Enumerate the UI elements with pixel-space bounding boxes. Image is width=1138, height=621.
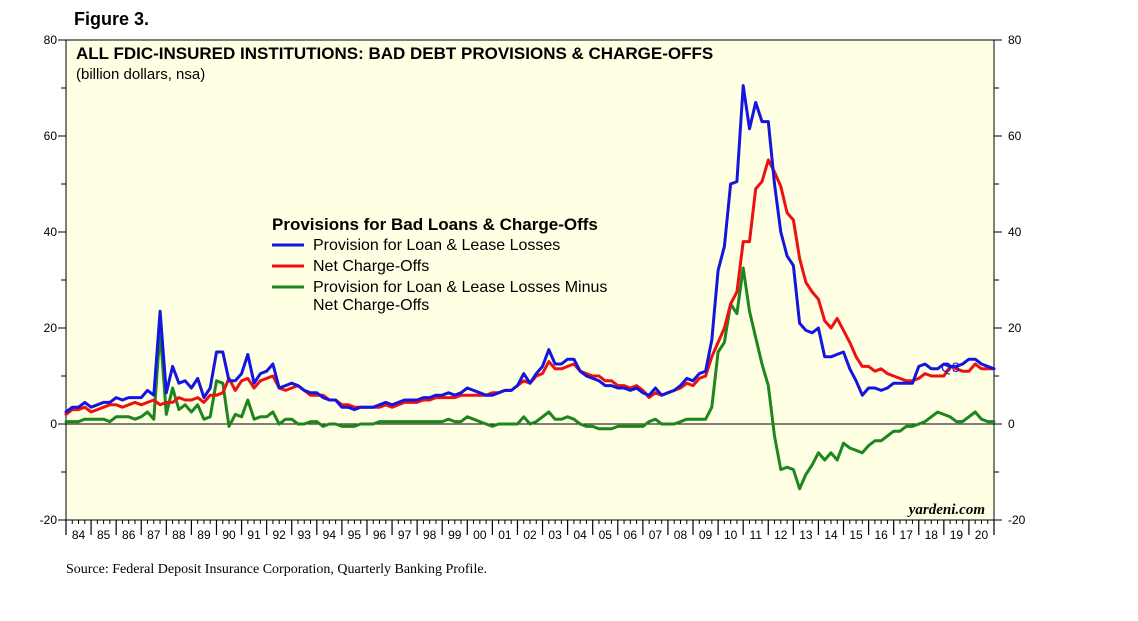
y-tick-label-left: 60 — [44, 129, 58, 143]
x-tick-label: 02 — [523, 528, 537, 542]
x-tick-label: 12 — [774, 528, 788, 542]
end-label-q3: Q3 — [941, 359, 960, 375]
x-axis: 84 85 86 87 88 89 90 91 92 93 94 95 96 97 98 99 00 01 02 03… — [65, 520, 995, 542]
y-tick-label-left: 80 — [44, 33, 58, 47]
x-tick-label: 19 — [950, 528, 964, 542]
x-tick-label: 14 — [824, 528, 838, 542]
x-tick-label: 84 — [72, 528, 86, 542]
x-tick-label: 85 — [97, 528, 111, 542]
y-tick-label-left: 0 — [50, 417, 57, 431]
series-line-difference — [64, 266, 996, 491]
x-tick-label: 99 — [448, 528, 462, 542]
source-note: Source: Federal Deposit Insurance Corpor… — [66, 562, 488, 577]
x-tick-label: 20 — [975, 528, 989, 542]
series-lines — [64, 84, 996, 491]
figure-label: Figure 3. — [74, 9, 150, 29]
x-tick-label: 98 — [423, 528, 437, 542]
legend-label-difference-line2: Net Charge-Offs — [313, 297, 429, 314]
y-tick-label-right: 40 — [1008, 225, 1022, 239]
y-tick-label-right: 80 — [1008, 33, 1022, 47]
y-tick-label-left: -20 — [40, 513, 58, 527]
x-tick-label: 03 — [548, 528, 562, 542]
x-tick-label: 10 — [724, 528, 738, 542]
x-tick-label: 95 — [348, 528, 362, 542]
x-tick-label: 87 — [147, 528, 161, 542]
y-tick-label-right: 0 — [1008, 417, 1015, 431]
x-tick-label: 01 — [498, 528, 512, 542]
x-tick-label: 94 — [323, 528, 337, 542]
x-tick-label: 11 — [749, 528, 762, 542]
series-line-provision — [64, 84, 996, 414]
x-tick-label: 88 — [172, 528, 186, 542]
y-tick-label-right: -20 — [1008, 513, 1026, 527]
x-tick-label: 90 — [222, 528, 236, 542]
x-tick-label: 09 — [699, 528, 713, 542]
legend-label-provision: Provision for Loan & Lease Losses — [313, 237, 560, 254]
x-tick-label: 96 — [373, 528, 387, 542]
chart-subtitle: (billion dollars, nsa) — [76, 66, 205, 83]
x-tick-label: 05 — [599, 528, 613, 542]
x-tick-label: 92 — [273, 528, 287, 542]
x-tick-label: 00 — [473, 528, 487, 542]
legend-label-difference: Provision for Loan & Lease Losses Minus … — [313, 279, 612, 314]
x-tick-label: 08 — [674, 528, 688, 542]
y-tick-label-left: 40 — [44, 225, 58, 239]
y-tick-label-right: 20 — [1008, 321, 1022, 335]
x-tick-label: 18 — [925, 528, 939, 542]
x-tick-label: 86 — [122, 528, 136, 542]
x-tick-label: 06 — [624, 528, 638, 542]
x-tick-label: 97 — [398, 528, 412, 542]
x-tick-label: 04 — [573, 528, 587, 542]
watermark: yardeni.com — [907, 502, 985, 518]
legend: Provisions for Bad Loans & Charge-Offs P… — [272, 215, 612, 314]
x-tick-label: 15 — [849, 528, 863, 542]
x-tick-label: 07 — [649, 528, 663, 542]
legend-label-difference-line1: Provision for Loan & Lease Losses Minus — [313, 279, 607, 296]
legend-title: Provisions for Bad Loans & Charge-Offs — [272, 215, 598, 234]
x-tick-label: 93 — [298, 528, 312, 542]
x-tick-label: 13 — [799, 528, 813, 542]
x-tick-label: 89 — [197, 528, 211, 542]
x-tick-label: 91 — [247, 528, 261, 542]
y-axis-left: -20 0 20 40 60 80 — [40, 33, 66, 527]
chart-title: ALL FDIC-INSURED INSTITUTIONS: BAD DEBT … — [76, 44, 713, 63]
y-tick-label-left: 20 — [44, 321, 58, 335]
x-tick-label: 16 — [874, 528, 888, 542]
y-tick-label-right: 60 — [1008, 129, 1022, 143]
y-axis-right: -20 0 20 40 60 80 — [994, 33, 1026, 527]
legend-label-chargeoffs: Net Charge-Offs — [313, 258, 429, 275]
x-tick-label: 17 — [900, 528, 914, 542]
